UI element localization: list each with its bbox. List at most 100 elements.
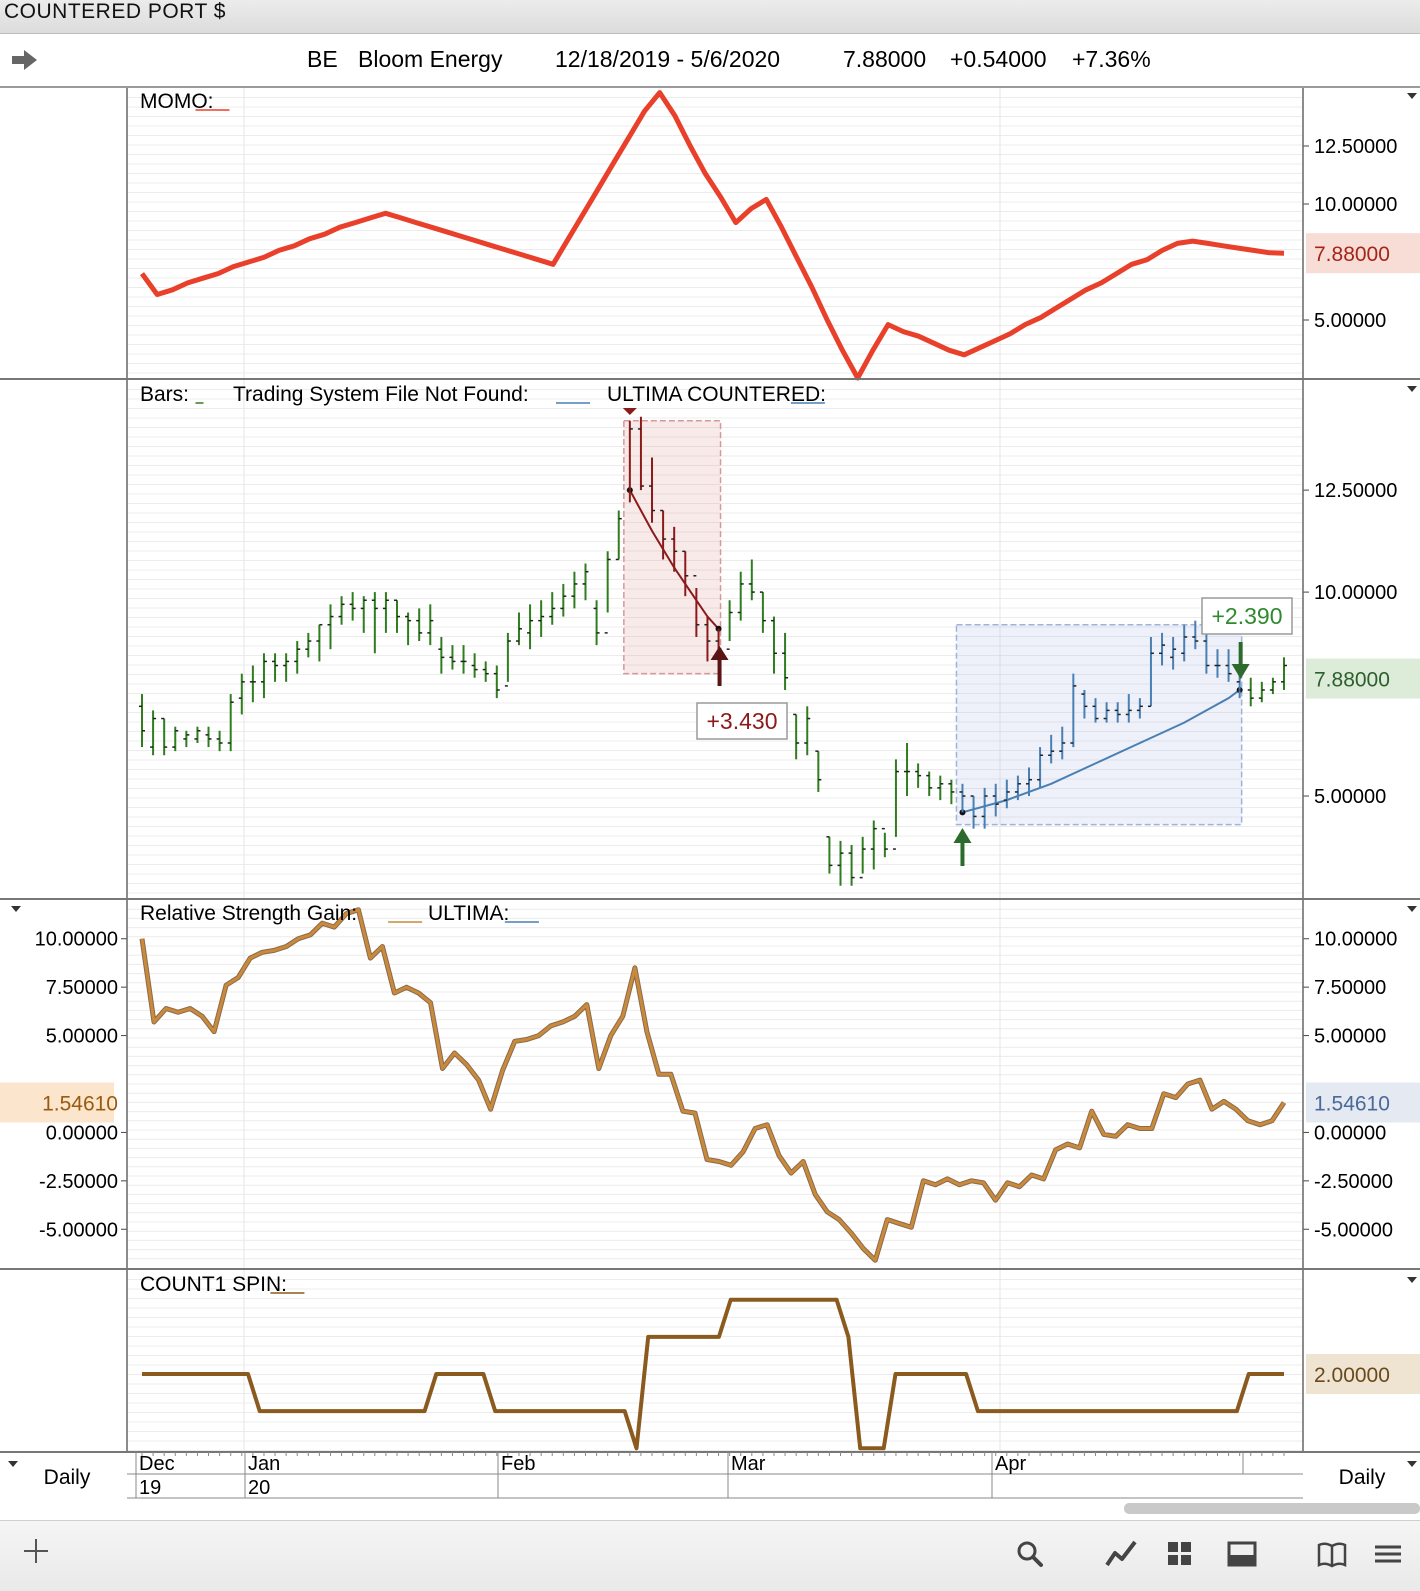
ohlc-bar[interactable] (1103, 702, 1110, 723)
ohlc-bar[interactable] (782, 632, 789, 690)
long-trade-box[interactable] (955, 623, 1243, 826)
ohlc-bar[interactable] (360, 596, 367, 633)
ohlc-bar[interactable] (449, 645, 456, 670)
ohlc-bar[interactable] (604, 551, 611, 634)
book-icon[interactable] (1316, 1539, 1348, 1569)
ohlc-bar[interactable] (737, 571, 744, 621)
ohlc-bar[interactable] (205, 726, 212, 748)
ohlc-bar[interactable] (970, 795, 977, 829)
ohlc-bar[interactable] (549, 592, 556, 625)
ohlc-bar[interactable] (881, 827, 888, 858)
ohlc-bar[interactable] (693, 575, 700, 637)
grid-layout-icon[interactable] (1165, 1539, 1195, 1569)
ohlc-bar[interactable] (471, 653, 478, 678)
ohlc-bar[interactable] (283, 653, 290, 682)
short-trade-box[interactable] (623, 420, 722, 675)
ohlc-bar[interactable] (493, 665, 500, 699)
rsg-series-line[interactable] (140, 908, 1286, 1262)
ohlc-bar[interactable] (139, 694, 145, 748)
ohlc-bar[interactable] (1258, 681, 1265, 703)
ohlc-bar[interactable] (1225, 649, 1232, 682)
momo-series-line[interactable] (139, 90, 1285, 381)
ohlc-bar[interactable] (161, 717, 168, 756)
ohlc-bar[interactable] (1170, 636, 1177, 670)
ohlc-bar[interactable] (615, 510, 622, 561)
ohlc-bar[interactable] (626, 420, 633, 503)
add-icon[interactable] (22, 1537, 50, 1565)
ohlc-bar[interactable] (1081, 689, 1088, 719)
ohlc-bar[interactable] (892, 759, 899, 850)
ohlc-bar[interactable] (1147, 636, 1154, 708)
ohlc-bar[interactable] (427, 604, 434, 646)
ohlc-bar[interactable] (460, 645, 467, 674)
ohlc-bar[interactable] (1236, 673, 1243, 699)
ohlc-bar[interactable] (1114, 702, 1121, 723)
count-series-line[interactable] (142, 1297, 1284, 1451)
ohlc-bar[interactable] (1281, 657, 1287, 690)
ohlc-bar[interactable] (637, 416, 644, 491)
ohlc-bar[interactable] (660, 509, 667, 560)
ohlc-bar[interactable] (227, 694, 234, 752)
ohlc-bar[interactable] (759, 591, 766, 633)
ultima-countered-line[interactable] (962, 689, 1241, 814)
ohlc-bar[interactable] (826, 836, 833, 874)
ohlc-bar[interactable] (438, 636, 445, 674)
ohlc-bar[interactable] (1192, 620, 1199, 650)
ohlc-bar[interactable] (394, 599, 401, 633)
chart-area[interactable]: 5.00000 10.00000 12.50000 7.88000 MOMO: +3.4… (0, 88, 1420, 1520)
ohlc-bar[interactable] (1003, 779, 1010, 809)
ohlc-bar[interactable] (992, 783, 999, 817)
bars-panel[interactable]: +3.430 +2.390 5.00000 10.00000 12.50000 7.880… (139, 383, 1420, 886)
ohlc-bar[interactable] (238, 673, 245, 715)
chevron-down-icon[interactable] (1407, 93, 1417, 99)
count-panel[interactable]: 2.00000 COUNT1 SPIN: (140, 1273, 1420, 1451)
chevron-down-icon[interactable] (11, 906, 21, 912)
ohlc-bar[interactable] (305, 632, 312, 658)
ohlc-bar[interactable] (770, 616, 777, 674)
ohlc-bar[interactable] (249, 665, 256, 703)
ohlc-bar[interactable] (748, 559, 755, 601)
ohlc-bar[interactable] (671, 526, 678, 572)
ohlc-bar[interactable] (1048, 734, 1055, 764)
ohlc-bar[interactable] (593, 600, 600, 646)
ohlc-bar[interactable] (1159, 632, 1166, 666)
ohlc-bar[interactable] (527, 604, 534, 650)
arrow-right-icon[interactable] (10, 48, 40, 72)
ohlc-bar[interactable] (371, 592, 378, 654)
ohlc-bar[interactable] (704, 616, 711, 662)
ohlc-bar[interactable] (582, 563, 589, 601)
ohlc-bar[interactable] (815, 750, 822, 792)
ohlc-bar[interactable] (1269, 677, 1276, 695)
ohlc-bar[interactable] (726, 600, 733, 650)
panel-layout-icon[interactable] (1226, 1539, 1258, 1569)
ohlc-bar[interactable] (682, 550, 689, 597)
ohlc-bar[interactable] (848, 844, 855, 886)
ohlc-bar[interactable] (216, 730, 223, 752)
chevron-down-icon[interactable] (1407, 386, 1417, 392)
line-chart-icon[interactable] (1105, 1539, 1139, 1569)
ohlc-bar[interactable] (649, 457, 656, 523)
ohlc-bar[interactable] (183, 730, 190, 748)
ohlc-bar[interactable] (859, 836, 866, 879)
horizontal-scrollbar[interactable] (1124, 1503, 1420, 1514)
ohlc-bar[interactable] (1203, 628, 1210, 674)
ohlc-bar[interactable] (937, 775, 944, 801)
ohlc-bar[interactable] (1247, 677, 1254, 707)
ohlc-bar[interactable] (870, 820, 877, 870)
ohlc-bar[interactable] (1214, 649, 1221, 678)
ohlc-bar[interactable] (837, 840, 844, 886)
ohlc-bar[interactable] (538, 600, 545, 637)
chevron-down-icon[interactable] (1407, 1277, 1417, 1283)
ohlc-bar[interactable] (915, 763, 922, 788)
ohlc-bar[interactable] (316, 623, 323, 662)
ohlc-bar[interactable] (504, 632, 511, 687)
ohlc-bar[interactable] (1125, 694, 1132, 723)
ohlc-bar[interactable] (571, 571, 578, 609)
ohlc-bar[interactable] (272, 653, 279, 682)
ohlc-bar[interactable] (327, 604, 334, 650)
menu-icon[interactable] (1372, 1539, 1404, 1569)
chevron-down-icon[interactable] (1407, 906, 1417, 912)
ohlc-bar[interactable] (482, 661, 489, 682)
rsg-panel[interactable]: -5.00000 -5.00000 -2.50000 -2.50000 0.00000 0… (0, 902, 1420, 1263)
chevron-down-icon[interactable] (8, 1461, 18, 1467)
